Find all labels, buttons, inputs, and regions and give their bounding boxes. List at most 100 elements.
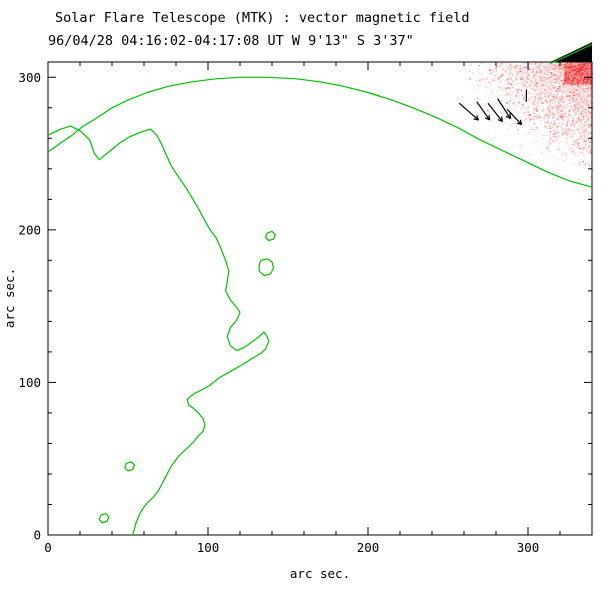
speckle — [494, 117, 495, 118]
speckle — [550, 105, 551, 106]
speckle — [583, 103, 584, 104]
speckle — [576, 128, 577, 129]
speckle — [492, 68, 493, 69]
speckle — [587, 107, 588, 108]
speckle — [525, 103, 526, 104]
speckle — [540, 89, 541, 90]
speckle-core — [567, 62, 569, 64]
speckle-core — [580, 73, 582, 75]
speckle — [569, 100, 570, 101]
speckle — [580, 159, 581, 160]
speckle — [564, 152, 565, 153]
speckle-core — [587, 79, 589, 81]
speckle — [571, 107, 572, 108]
speckle — [553, 114, 554, 115]
speckle — [506, 88, 507, 89]
speckle — [530, 98, 531, 99]
speckle — [531, 154, 532, 155]
speckle — [577, 104, 578, 105]
speckle — [569, 112, 570, 113]
speckle — [531, 86, 532, 87]
speckle — [552, 107, 553, 108]
speckle — [582, 140, 583, 141]
speckle — [546, 115, 547, 116]
speckle — [573, 124, 574, 125]
speckle-core — [581, 65, 583, 67]
speckle — [543, 83, 544, 84]
speckle — [550, 138, 551, 139]
speckle — [518, 82, 519, 83]
plot-subtitle: 96/04/28 04:16:02-04:17:08 UT W 9'13" S … — [48, 33, 414, 49]
speckle — [544, 93, 545, 94]
speckle — [541, 100, 542, 101]
speckle — [573, 145, 574, 146]
speckle-core — [583, 82, 585, 84]
speckle — [486, 87, 487, 88]
speckle — [544, 122, 545, 123]
speckle — [578, 143, 579, 144]
contour-solar-limb — [48, 77, 592, 187]
speckle — [579, 107, 580, 108]
speckle — [548, 75, 549, 76]
speckle — [560, 154, 561, 155]
speckle — [578, 117, 579, 118]
speckle — [578, 110, 579, 111]
speckle — [572, 98, 573, 99]
speckle — [570, 115, 571, 116]
speckle — [589, 124, 590, 125]
speckle — [498, 77, 499, 78]
speckle — [477, 97, 478, 98]
speckle — [565, 141, 566, 142]
speckle-core — [581, 80, 583, 82]
speckle — [549, 147, 550, 148]
speckle — [556, 159, 557, 160]
speckle — [590, 149, 591, 150]
speckle — [580, 121, 581, 122]
saturated-corner-wedge — [550, 42, 592, 62]
speckle — [560, 90, 561, 91]
speckle — [536, 127, 537, 128]
speckle — [524, 81, 525, 82]
speckle — [521, 70, 522, 71]
speckle — [516, 69, 517, 70]
speckle — [516, 67, 517, 68]
speckle — [575, 122, 576, 123]
speckle — [537, 115, 538, 116]
speckle — [551, 80, 552, 81]
speckle-core — [563, 83, 565, 85]
speckle — [563, 63, 564, 64]
speckle — [510, 100, 511, 101]
speckle — [567, 128, 568, 129]
speckle — [534, 89, 535, 90]
speckle — [566, 135, 567, 136]
speckle — [575, 141, 576, 142]
speckle — [588, 120, 589, 121]
speckle — [536, 72, 537, 73]
speckle — [586, 116, 587, 117]
speckle — [537, 82, 538, 83]
speckle — [532, 142, 533, 143]
speckle-core — [582, 62, 584, 64]
speckle — [586, 92, 587, 93]
speckle — [553, 74, 554, 75]
speckle — [533, 104, 534, 105]
speckle — [508, 107, 509, 108]
speckle — [550, 87, 551, 88]
speckle — [512, 84, 513, 85]
speckle — [584, 135, 585, 136]
speckle — [586, 96, 587, 97]
speckle — [569, 94, 570, 95]
speckle — [581, 105, 582, 106]
speckle — [507, 70, 508, 71]
speckle — [553, 116, 554, 117]
speckle — [590, 176, 591, 177]
plot-frame — [48, 62, 592, 535]
speckle — [562, 69, 563, 70]
speckle — [494, 81, 495, 82]
speckle — [493, 95, 494, 96]
speckle — [567, 85, 568, 86]
speckle — [530, 94, 531, 95]
speckle — [551, 64, 552, 65]
speckle — [566, 120, 567, 121]
speckle — [567, 122, 568, 123]
